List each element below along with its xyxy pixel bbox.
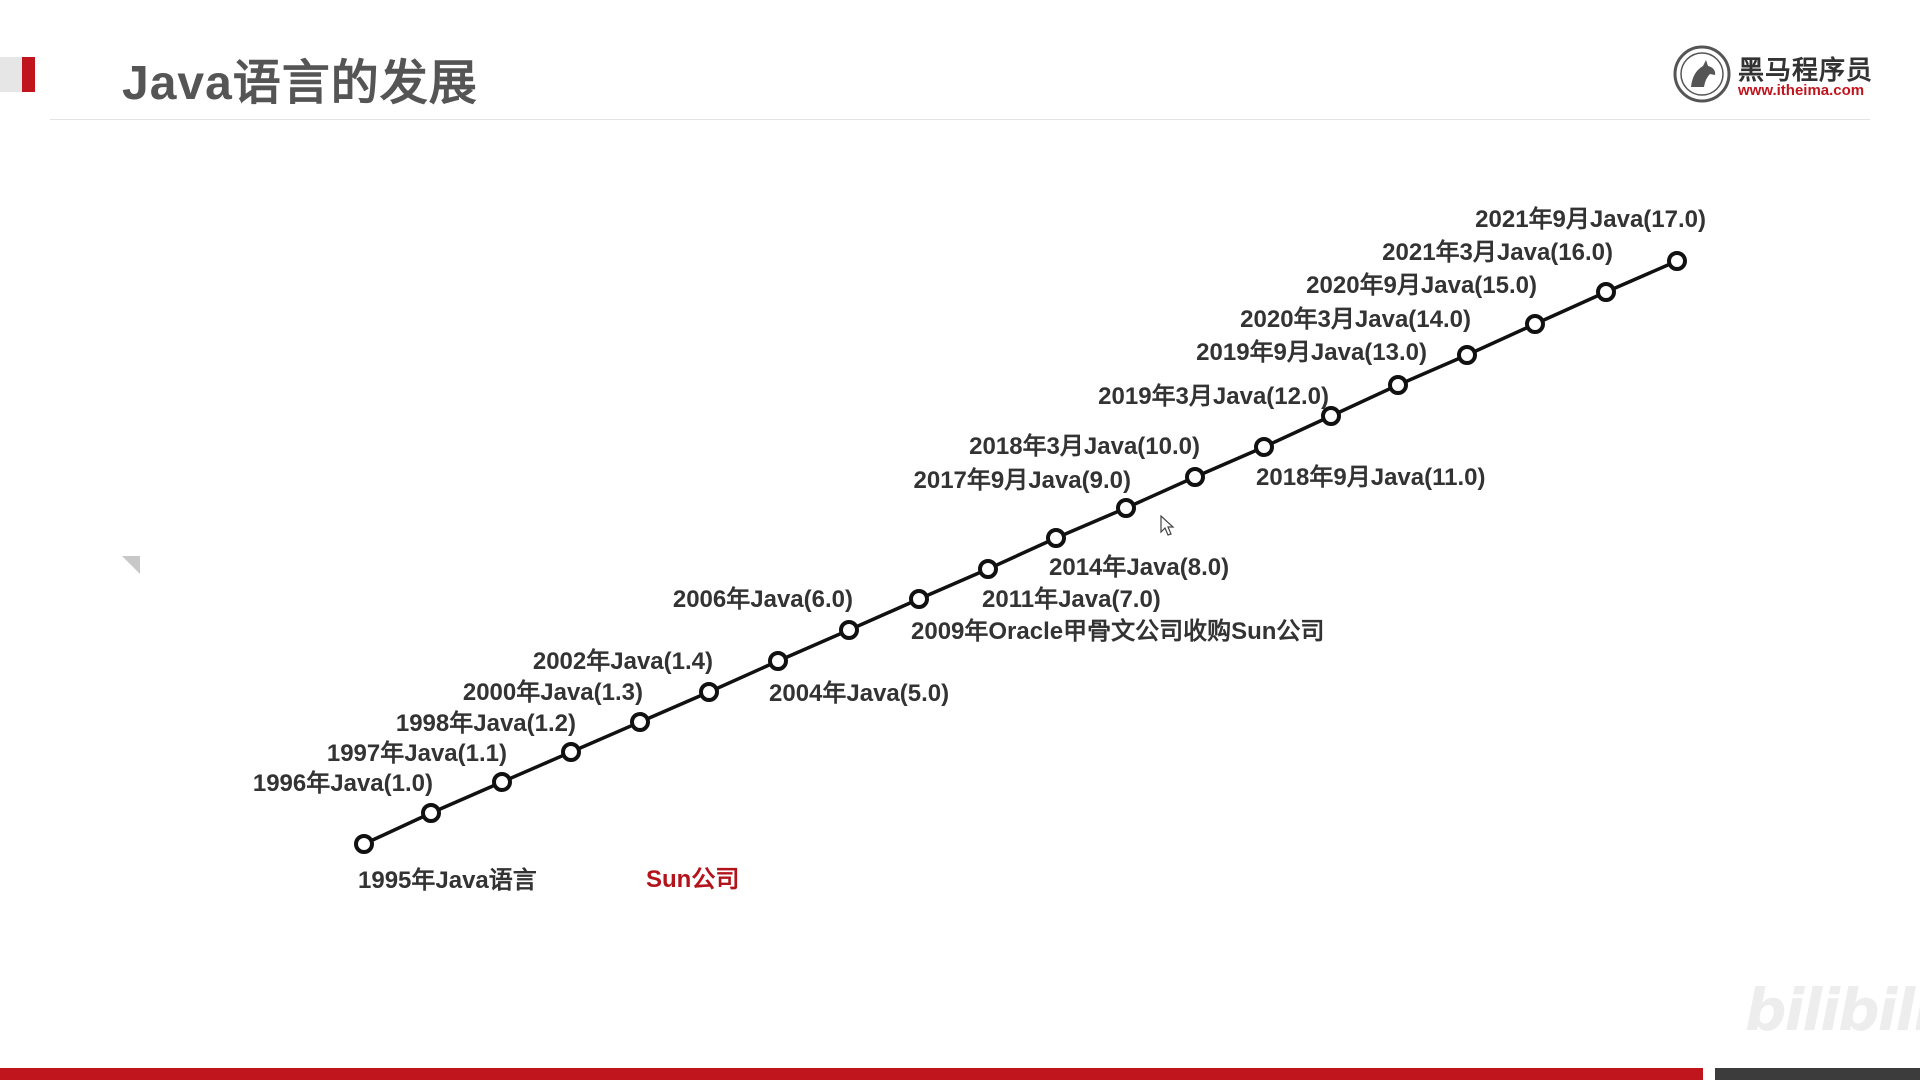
timeline-event-label: 2017年9月Java(9.0) (914, 466, 1131, 494)
timeline-event-label: 2004年Java(5.0) (769, 679, 949, 707)
timeline-event-label: 2021年3月Java(16.0) (1382, 238, 1613, 266)
timeline-node (768, 651, 788, 671)
timeline-event-label: 2021年9月Java(17.0) (1475, 205, 1706, 233)
brand-url: www.itheima.com (1738, 82, 1865, 99)
timeline-nodes (354, 251, 1687, 854)
timeline-line (363, 259, 1678, 846)
header-divider (50, 119, 1870, 120)
timeline-event-label: 2011年Java(7.0) (982, 585, 1161, 613)
timeline-node (1254, 437, 1274, 457)
timeline-event-label: 2006年Java(6.0) (673, 585, 853, 613)
brand-logo: 黑马程序员 www.itheima.com (1672, 44, 1872, 104)
timeline-node (1321, 406, 1341, 426)
timeline-node (630, 712, 650, 732)
timeline-event-label: 2020年3月Java(14.0) (1240, 305, 1471, 333)
timeline-node (1185, 467, 1205, 487)
timeline-event-label: 2002年Java(1.4) (533, 647, 713, 675)
timeline-node (1525, 314, 1545, 334)
timeline-labels: 1995年Java语言 1996年Java(1.0)1997年Java(1.1)1… (253, 205, 1706, 894)
timeline-node (1667, 251, 1687, 271)
slide-accent-red (22, 57, 35, 92)
timeline-node (561, 742, 581, 762)
timeline-event-label: 2019年3月Java(12.0) (1098, 382, 1329, 410)
footer-bar-red (0, 1068, 1703, 1080)
timeline-event-label: 1997年Java(1.1) (327, 739, 507, 767)
footer-bar-dark (1715, 1068, 1920, 1080)
brand-name: 黑马程序员 (1738, 55, 1874, 85)
timeline-event-label: 1998年Java(1.2) (396, 709, 576, 737)
timeline-event-label: 2018年3月Java(10.0) (969, 432, 1200, 460)
slide-accent-grey (0, 57, 22, 92)
timeline-node (1457, 345, 1477, 365)
corner-triangle-icon (122, 556, 140, 574)
company-label: Sun公司 (646, 866, 739, 893)
timeline-event-label: 2018年9月Java(11.0) (1256, 463, 1486, 491)
timeline-node (839, 620, 859, 640)
timeline-event-label: 2000年Java(1.3) (463, 678, 643, 706)
timeline-event-label: 2009年Oracle甲骨文公司收购Sun公司 (911, 617, 1324, 645)
timeline-node (699, 682, 719, 702)
horse-logo-icon (1673, 45, 1731, 103)
timeline-node (1596, 282, 1616, 302)
timeline-event-label: 1996年Java(1.0) (253, 769, 433, 797)
timeline-node (492, 772, 512, 792)
timeline-node (1388, 375, 1408, 395)
timeline-node (421, 803, 441, 823)
slide-title: Java语言的发展 (122, 57, 478, 110)
timeline-node (354, 834, 374, 854)
timeline-event-label: 2020年9月Java(15.0) (1306, 271, 1537, 299)
timeline-node (978, 559, 998, 579)
timeline-node (1116, 498, 1136, 518)
timeline-event-label: 1995年Java语言 (358, 866, 537, 894)
timeline-node (909, 589, 929, 609)
mouse-cursor-icon (1160, 515, 1175, 536)
timeline-event-label: 2014年Java(8.0) (1049, 553, 1229, 581)
timeline-node (1046, 528, 1066, 548)
timeline-event-label: 2019年9月Java(13.0) (1196, 338, 1427, 366)
video-watermark: bilibili (1745, 976, 1920, 1044)
